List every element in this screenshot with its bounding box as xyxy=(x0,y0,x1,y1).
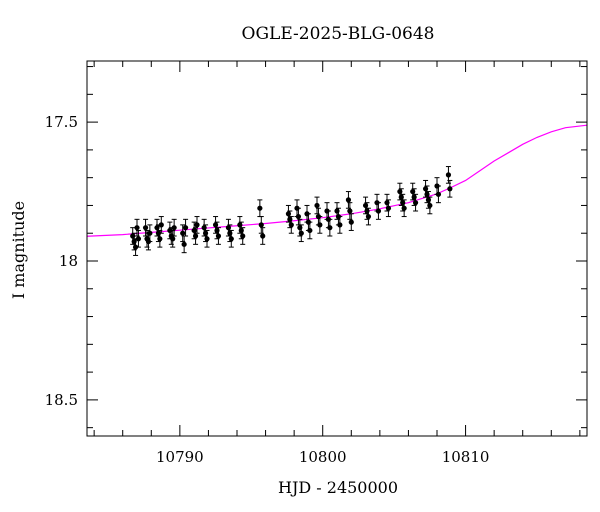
data-point xyxy=(298,224,304,243)
data-point xyxy=(158,216,164,234)
data-point xyxy=(435,185,442,204)
data-point xyxy=(171,218,177,237)
data-point xyxy=(317,216,323,234)
data-point xyxy=(401,199,407,218)
data-point xyxy=(228,229,234,248)
data-point xyxy=(295,207,302,226)
data-point xyxy=(147,224,153,243)
x-tick-label: 10800 xyxy=(299,448,347,466)
data-point xyxy=(375,202,382,220)
data-point xyxy=(327,218,333,237)
data-point xyxy=(365,207,372,226)
data-point xyxy=(258,216,264,234)
data-point xyxy=(288,216,294,234)
data-point xyxy=(192,227,199,245)
data-point xyxy=(260,227,266,245)
y-tick-label: 18.5 xyxy=(45,391,78,409)
data-point xyxy=(257,199,263,218)
data-point xyxy=(240,227,246,245)
data-point xyxy=(427,196,433,215)
data-point xyxy=(134,218,140,237)
model-curve xyxy=(86,124,588,237)
y-tick-label: 17.5 xyxy=(45,113,78,131)
y-axis-label: I magnitude xyxy=(9,201,28,299)
data-point xyxy=(412,193,419,212)
data-point xyxy=(142,218,149,237)
data-point xyxy=(348,213,354,231)
data-point xyxy=(135,229,142,248)
data-point xyxy=(447,179,453,198)
data-points-layer xyxy=(130,166,453,256)
x-tick-labels: 10790 10800 10810 xyxy=(156,448,489,466)
y-tick-labels: 17.5 18 18.5 xyxy=(45,113,78,409)
x-tick-label: 10790 xyxy=(156,448,204,466)
data-point xyxy=(194,216,200,234)
data-point xyxy=(307,221,313,240)
x-axis-label: HJD - 2450000 xyxy=(278,478,398,497)
plot-frame xyxy=(86,60,588,437)
axis-ticks xyxy=(87,61,587,436)
y-tick-label: 18 xyxy=(59,252,78,270)
data-point xyxy=(337,216,343,234)
data-point xyxy=(385,199,392,218)
data-point xyxy=(215,227,222,245)
data-point xyxy=(204,229,210,248)
data-point xyxy=(132,238,139,256)
data-point xyxy=(182,218,189,237)
data-point xyxy=(170,229,176,248)
plot-area xyxy=(86,60,588,437)
model-curve-layer xyxy=(86,124,588,237)
chart-title: OGLE-2025-BLG-0648 xyxy=(242,24,435,44)
x-tick-label: 10810 xyxy=(442,448,490,466)
